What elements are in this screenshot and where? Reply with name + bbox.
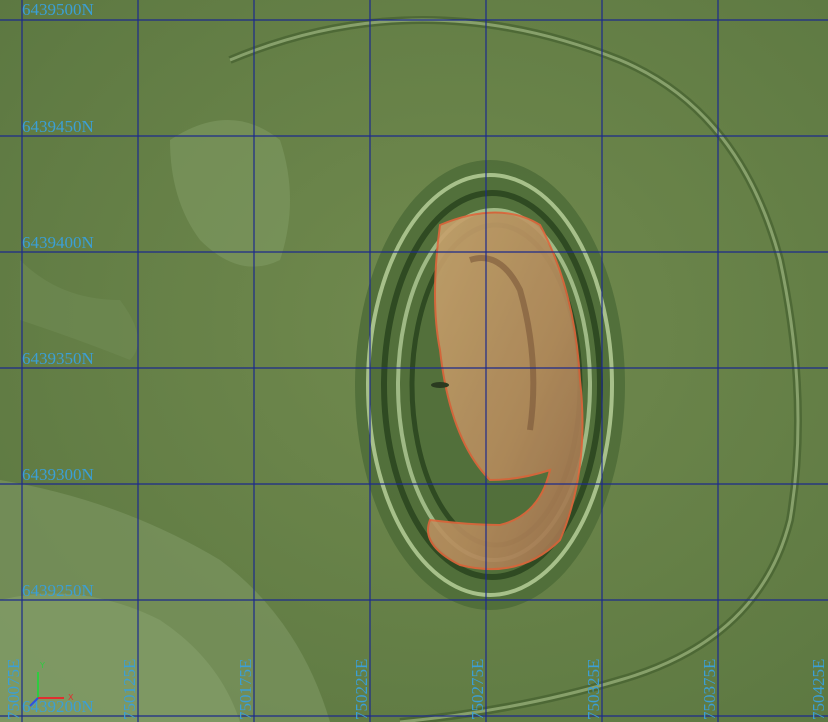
northing-label: 6439250N [22, 581, 94, 600]
northing-label: 6439350N [22, 349, 94, 368]
easting-label: 750425E [809, 659, 828, 720]
northing-label: 6439500N [22, 0, 94, 19]
northing-label: 6439400N [22, 233, 94, 252]
grid-labels: 6439500N 6439450N 6439400N 6439350N 6439300N… [4, 0, 828, 720]
easting-label: 750075E [4, 659, 23, 720]
axis-x-label: X [68, 693, 74, 702]
easting-label: 750225E [352, 659, 371, 720]
northing-label: 6439450N [22, 117, 94, 136]
easting-label: 750275E [468, 659, 487, 720]
northing-label: 6439300N [22, 465, 94, 484]
easting-label: 750375E [700, 659, 719, 720]
northing-label: 6439200N [22, 697, 94, 716]
axis-triad: Y X [29, 661, 74, 707]
easting-label: 750175E [236, 659, 255, 720]
easting-label: 750325E [584, 659, 603, 720]
axis-y-label: Y [39, 661, 45, 670]
easting-label: 750125E [120, 659, 139, 720]
